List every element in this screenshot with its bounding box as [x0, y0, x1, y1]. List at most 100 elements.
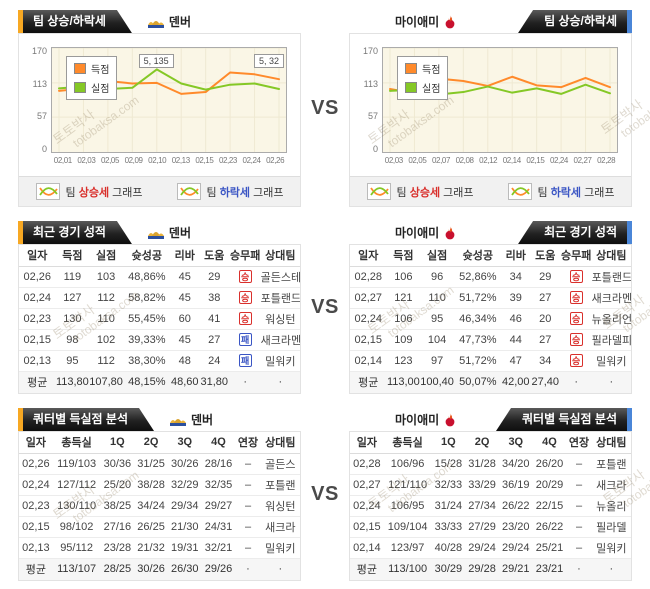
value-cell: 48,86% — [122, 266, 171, 288]
value-cell: 38/25 — [100, 495, 135, 517]
value-cell: 45 — [170, 266, 199, 288]
column-header: 3Q — [167, 432, 202, 454]
average-row: 평균 113/100 30/29 29/28 29/21 23/21 · · — [350, 557, 631, 580]
value-cell: 34/20 — [498, 453, 533, 475]
average-cell: 28/25 — [100, 557, 135, 580]
value-cell: 98/102 — [52, 516, 101, 538]
value-cell: 27/34 — [465, 495, 499, 517]
cross-lines-icon — [507, 183, 532, 200]
value-cell: 34 — [501, 266, 530, 288]
overtime-cell: – — [566, 516, 592, 538]
table-row: 02,15 109/104 33/33 27/29 23/20 26/22– 필라델 — [350, 516, 631, 538]
average-cell: 29/28 — [465, 557, 499, 580]
overtime-cell: – — [235, 474, 261, 496]
value-cell: 104 — [420, 329, 454, 351]
value-cell: 95 — [55, 350, 90, 372]
graph-footer: 팀 상승세 그래프 팀 하락세 그래프 — [350, 176, 631, 206]
table-row: 02,26 119/103 30/36 31/25 30/26 28/16– 골든스 — [19, 453, 300, 475]
value-cell: 32/33 — [431, 474, 466, 496]
date-cell: 02,28 — [350, 266, 387, 288]
stat-table: 일자 득점 실점 슛성공 리바 도움 승무패 상대팀 02,28 106 96 52,86% 34 29 승… — [350, 245, 631, 393]
value-cell: 119 — [55, 266, 90, 288]
chart-legend: 득점 실점 — [66, 56, 118, 100]
overtime-cell: – — [235, 537, 261, 559]
date-cell: 02,24 — [19, 287, 56, 309]
table-row: 02,27 121 110 51,72% 39 27 승 새크라멘 — [350, 287, 631, 309]
value-cell: 40/28 — [431, 537, 466, 559]
value-cell: 36/19 — [498, 474, 533, 496]
value-cell: 95/112 — [52, 537, 101, 559]
team-fall-graph-button[interactable]: 팀 하락세 그래프 — [176, 183, 283, 200]
opponent-cell: 밀워키 — [260, 537, 300, 559]
trend-section: 팀 상승/하락세 덴버 170 113 57 0 득점 실점 5, 135 5, 3 — [0, 0, 650, 207]
column-header: 리바 — [501, 245, 530, 267]
average-cell: · — [591, 557, 631, 580]
average-cell: 23/21 — [532, 557, 567, 580]
value-cell: 109 — [386, 329, 421, 351]
value-cell: 19/31 — [167, 537, 202, 559]
table-row: 02,14 123/97 40/28 29/24 29/24 25/21– 밀워키 — [350, 537, 631, 559]
team-name: 마이애미 — [395, 15, 440, 29]
team-name: 덴버 — [168, 226, 192, 240]
average-cell: 48,60 — [170, 370, 199, 393]
team-rise-graph-button[interactable]: 팀 상승세 그래프 — [366, 183, 474, 200]
average-cell: · — [260, 370, 300, 393]
gf-em: 상승세 — [78, 186, 110, 199]
value-cell: 51,72% — [453, 287, 502, 309]
column-header: 득점 — [55, 245, 90, 267]
panel-header: 팀 상승/하락세 덴버 — [18, 10, 301, 33]
x-axis: 02,03 02,05 02,07 02,08 02,12 02,14 02,15 02,24… — [384, 156, 616, 165]
table-row: 02,28 106 96 52,86% 34 29 승 포틀랜드 — [350, 266, 631, 288]
opponent-cell: 밀워키 — [591, 350, 631, 372]
cross-lines-icon — [366, 183, 391, 200]
value-cell: 29/24 — [498, 537, 533, 559]
average-cell: 30/29 — [431, 557, 466, 580]
column-header: 상대팀 — [591, 432, 631, 454]
tab-team-trend: 팀 상승/하락세 — [518, 10, 632, 33]
value-cell: 58,82% — [122, 287, 171, 309]
win-badge: 승 — [238, 270, 252, 283]
value-cell: 106/95 — [383, 495, 432, 517]
opponent-cell: 뉴올리 — [591, 495, 631, 517]
column-header: 3Q — [498, 432, 533, 454]
legend-item: 실점 — [74, 80, 109, 95]
value-cell: 27 — [198, 329, 230, 351]
value-cell: 29 — [198, 266, 230, 288]
chart-box: 170 113 57 0 득점 실점 5, 135 5, 32 02,01 02,03 02,… — [18, 33, 301, 207]
value-cell: 27 — [529, 329, 561, 351]
table-row: 02,24 127 112 58,82% 45 38 승 포틀랜드 — [19, 287, 300, 309]
average-cell: · — [566, 557, 592, 580]
quarter-panel-denver: 쿼터별 득실점 분석 덴버 일자 총득실 1Q 2Q 3Q 4Q 연장 상대팀 02,26 119… — [18, 408, 301, 581]
date-cell: 02,15 — [350, 329, 387, 351]
column-header: 일자 — [350, 245, 387, 267]
trend-panel-miami: 마이애미 팀 상승/하락세 170 113 57 0 득점 실점 — [349, 10, 632, 207]
date-cell: 02,26 — [19, 266, 56, 288]
average-row: 평균 113,80 107,80 48,15% 48,60 31,80 · · — [19, 370, 300, 393]
team-rise-graph-button[interactable]: 팀 상승세 그래프 — [35, 183, 143, 200]
value-cell: 127/112 — [52, 474, 101, 496]
legend-swatch — [405, 63, 417, 74]
average-cell: 31,80 — [198, 370, 230, 393]
chart-legend: 득점 실점 — [397, 56, 449, 100]
result-cell: 승 — [229, 308, 261, 330]
team-fall-graph-button[interactable]: 팀 하락세 그래프 — [507, 183, 614, 200]
value-cell: 97 — [420, 350, 454, 372]
value-cell: 26/22 — [498, 495, 533, 517]
value-cell: 24 — [198, 350, 230, 372]
gf-em: 상승세 — [409, 186, 441, 199]
miami-logo-icon — [444, 225, 456, 240]
column-header: 리바 — [170, 245, 199, 267]
value-cell: 38 — [198, 287, 230, 309]
opponent-cell: 새크라멘 — [260, 329, 300, 351]
value-cell: 121 — [386, 287, 421, 309]
table-row: 02,24 127/112 25/20 38/28 32/29 32/35– 포틀랜 — [19, 474, 300, 496]
value-cell: 23/20 — [498, 516, 533, 538]
win-badge: 승 — [238, 312, 252, 325]
column-header: 일자 — [19, 245, 56, 267]
date-cell: 02,14 — [350, 537, 384, 559]
legend-swatch — [74, 63, 86, 74]
value-cell: 121/110 — [383, 474, 432, 496]
column-header: 연장 — [235, 432, 261, 454]
column-header: 2Q — [134, 432, 168, 454]
opponent-cell: 새크라멘 — [591, 287, 631, 309]
